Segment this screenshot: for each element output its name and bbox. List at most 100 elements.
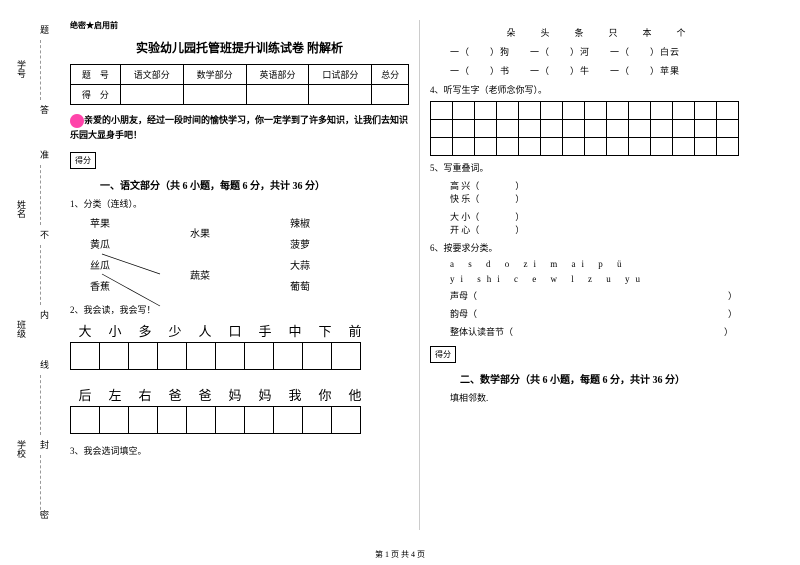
match-item: 黄瓜 [90, 236, 110, 251]
char: 我 [280, 385, 310, 404]
label-xuexiao: 学校 [15, 440, 28, 458]
th: 总分 [372, 65, 409, 85]
grid-cell [585, 138, 607, 156]
char: 多 [130, 321, 160, 340]
binding-sidebar: 学号 姓名 班级 学校 题 答 准 不 内 线 封 密 [10, 20, 50, 520]
char: 小 [100, 321, 130, 340]
grid-cell [695, 102, 717, 120]
write-box [99, 406, 129, 434]
grid-cell [497, 138, 519, 156]
math-q1: 填相邻数. [450, 391, 770, 404]
grid-cell [695, 138, 717, 156]
td [372, 85, 409, 105]
fill-1: 一（ ）狗 一（ ）河 一（ ）白云 [450, 45, 770, 58]
chars-2: 后左右爸爸妈妈我你他 [70, 385, 409, 404]
td: 得 分 [71, 85, 121, 105]
pinyin-2: yi shi c e w l z u yu [450, 274, 770, 284]
grid-cell [475, 120, 497, 138]
char: 后 [70, 385, 100, 404]
label: 韵母（ [450, 307, 477, 320]
char-row-2: 后左右爸爸妈妈我你他 [70, 385, 409, 434]
question-4: 4、听写生字（老师念你写）。 [430, 83, 770, 96]
left-column: 绝密★启用前 实验幼儿园托管班提升训练试卷 附解析 题 号 语文部分 数学部分 … [60, 20, 420, 530]
child-icon [70, 114, 84, 128]
page-footer: 第 1 页 共 4 页 [0, 549, 800, 560]
score-table: 题 号 语文部分 数学部分 英语部分 口试部分 总分 得 分 [70, 64, 409, 105]
grid-cell [431, 102, 453, 120]
pinyin-1: a s d o zi m ai p ü [450, 259, 770, 269]
write-box [157, 342, 187, 370]
grid-cell [453, 120, 475, 138]
char: 妈 [250, 385, 280, 404]
grid-cell [519, 120, 541, 138]
mark-da: 答 [38, 105, 51, 114]
boxes-2 [70, 406, 409, 434]
blank: 大 小（ ） [450, 210, 630, 223]
char: 前 [340, 321, 370, 340]
match-item: 水果 [190, 225, 210, 240]
paren: ） [513, 325, 733, 338]
mark-mi: 密 [38, 510, 51, 519]
grid-cell [629, 102, 651, 120]
blank: 快 乐（ ） [450, 192, 630, 205]
grid-cell [607, 138, 629, 156]
char: 你 [310, 385, 340, 404]
grid-cell [453, 102, 475, 120]
match-item: 菠萝 [290, 236, 310, 251]
grid-cell [541, 102, 563, 120]
paren: ） [477, 289, 737, 302]
grid-cell [585, 120, 607, 138]
grid-cell [497, 120, 519, 138]
intro-span: 亲爱的小朋友，经过一段时间的愉快学习，你一定学到了许多知识，让我们去知识乐园大显… [70, 115, 408, 140]
grid-cell [453, 138, 475, 156]
grid-cell [629, 120, 651, 138]
char: 手 [250, 321, 280, 340]
char: 爸 [160, 385, 190, 404]
grid-cell [651, 138, 673, 156]
grid-cell [651, 120, 673, 138]
grid-cell [717, 102, 739, 120]
write-box [273, 342, 303, 370]
exam-title: 实验幼儿园托管班提升训练试卷 附解析 [70, 39, 409, 56]
write-box [215, 342, 245, 370]
blank: 开 心（ ） [450, 223, 630, 236]
char: 大 [70, 321, 100, 340]
write-box [331, 406, 361, 434]
grid-row [431, 102, 739, 120]
char: 口 [220, 321, 250, 340]
grid-cell [431, 138, 453, 156]
grid-cell [475, 138, 497, 156]
dashline [40, 40, 41, 100]
right-column: 朵 头 条 只 本 个 一（ ）狗 一（ ）河 一（ ）白云 一（ ）书 一（ … [420, 20, 780, 530]
matching-area: 苹果 黄瓜 丝瓜 香蕉 水果 蔬菜 辣椒 菠萝 大蒜 葡萄 [90, 215, 409, 293]
th: 口试部分 [309, 65, 372, 85]
grid-cell [673, 138, 695, 156]
grid-cell [519, 102, 541, 120]
grid-cell [651, 102, 673, 120]
question-3: 3、我会选词填空。 [70, 444, 409, 457]
grid-cell [497, 102, 519, 120]
mark-feng: 封 [38, 440, 51, 449]
blank: 高 兴（ ） [450, 179, 630, 192]
td [120, 85, 183, 105]
mark-bu: 不 [38, 230, 51, 239]
grid-cell [431, 120, 453, 138]
label: 整体认读音节（ [450, 325, 513, 338]
char-row-1: 大小多少人口手中下前 [70, 321, 409, 370]
write-box [302, 342, 332, 370]
write-box [302, 406, 332, 434]
char: 下 [310, 321, 340, 340]
mark-nei: 内 [38, 310, 51, 319]
word-bank: 朵 头 条 只 本 个 [430, 26, 770, 39]
dashline [40, 165, 41, 225]
th: 数学部分 [183, 65, 246, 85]
char: 他 [340, 385, 370, 404]
label: 声母（ [450, 289, 477, 302]
write-box [99, 342, 129, 370]
grid-cell [541, 120, 563, 138]
grid-cell [585, 102, 607, 120]
question-6: 6、按要求分类。 [430, 241, 770, 254]
grid-cell [607, 102, 629, 120]
intro-text: 亲爱的小朋友，经过一段时间的愉快学习，你一定学到了许多知识，让我们去知识乐园大显… [70, 113, 409, 141]
grid-cell [717, 138, 739, 156]
